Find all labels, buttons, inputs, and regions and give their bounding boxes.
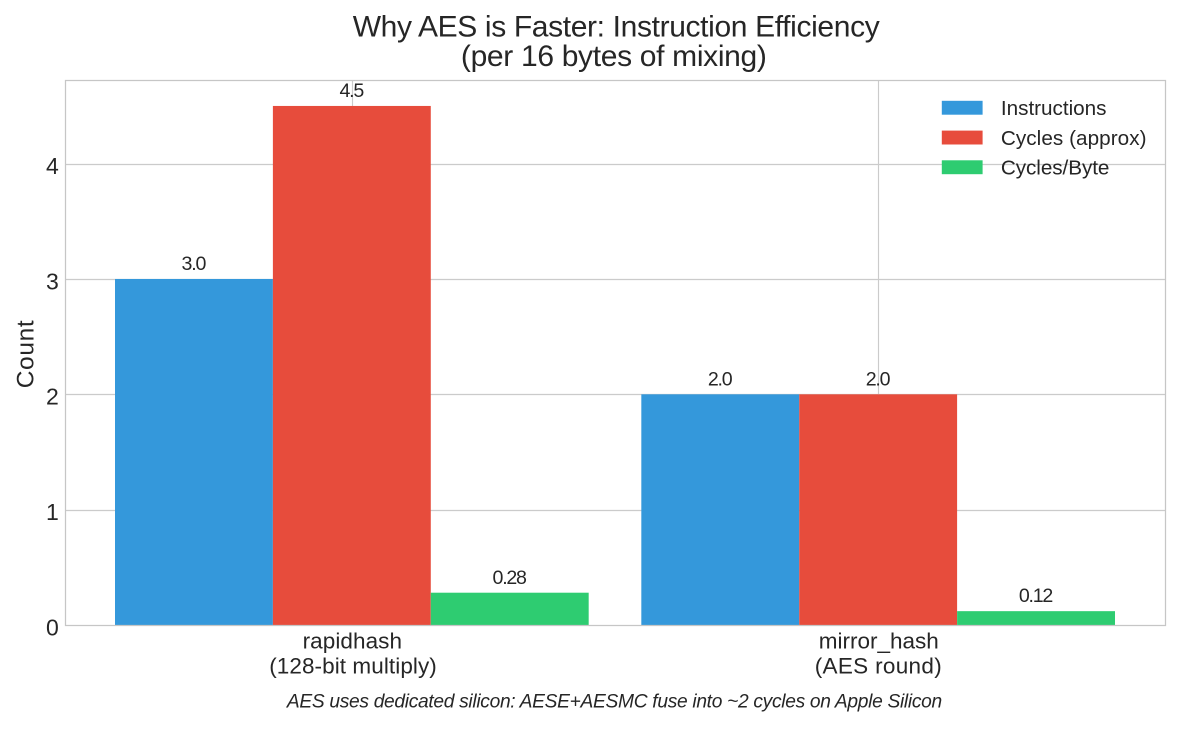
svg-text:3.0: 3.0 bbox=[182, 253, 207, 275]
svg-text:AES uses dedicated silicon: AE: AES uses dedicated silicon: AESE+AESMC f… bbox=[286, 692, 942, 713]
svg-text:2.0: 2.0 bbox=[708, 368, 733, 390]
svg-text:Count: Count bbox=[13, 320, 40, 388]
svg-text:(128-bit multiply): (128-bit multiply) bbox=[269, 653, 437, 678]
svg-text:Cycles (approx): Cycles (approx) bbox=[1001, 127, 1147, 150]
svg-text:0: 0 bbox=[46, 614, 59, 640]
svg-text:(per 16 bytes of mixing): (per 16 bytes of mixing) bbox=[461, 40, 767, 73]
svg-text:4.5: 4.5 bbox=[339, 80, 364, 102]
svg-text:0.12: 0.12 bbox=[1019, 585, 1053, 607]
svg-text:Instructions: Instructions bbox=[1001, 97, 1107, 120]
svg-text:4: 4 bbox=[46, 153, 59, 179]
svg-text:3: 3 bbox=[46, 268, 59, 294]
svg-text:Why AES is Faster: Instruction: Why AES is Faster: Instruction Efficienc… bbox=[353, 11, 880, 44]
svg-text:mirror_hash: mirror_hash bbox=[819, 629, 939, 654]
svg-text:2.0: 2.0 bbox=[866, 368, 891, 390]
svg-text:(AES round): (AES round) bbox=[815, 653, 942, 678]
svg-text:rapidhash: rapidhash bbox=[303, 629, 402, 654]
svg-text:0.28: 0.28 bbox=[493, 567, 527, 589]
svg-text:Cycles/Byte: Cycles/Byte bbox=[1001, 157, 1110, 180]
svg-text:2: 2 bbox=[46, 384, 59, 410]
svg-text:1: 1 bbox=[46, 499, 59, 525]
